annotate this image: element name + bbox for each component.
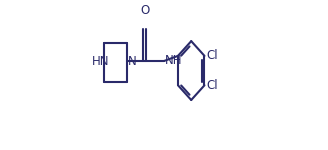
Text: Cl: Cl	[207, 49, 218, 62]
Text: HN: HN	[92, 54, 110, 68]
Text: O: O	[140, 4, 150, 17]
Text: N: N	[128, 55, 137, 68]
Text: NH: NH	[165, 54, 182, 67]
Text: Cl: Cl	[207, 79, 218, 92]
